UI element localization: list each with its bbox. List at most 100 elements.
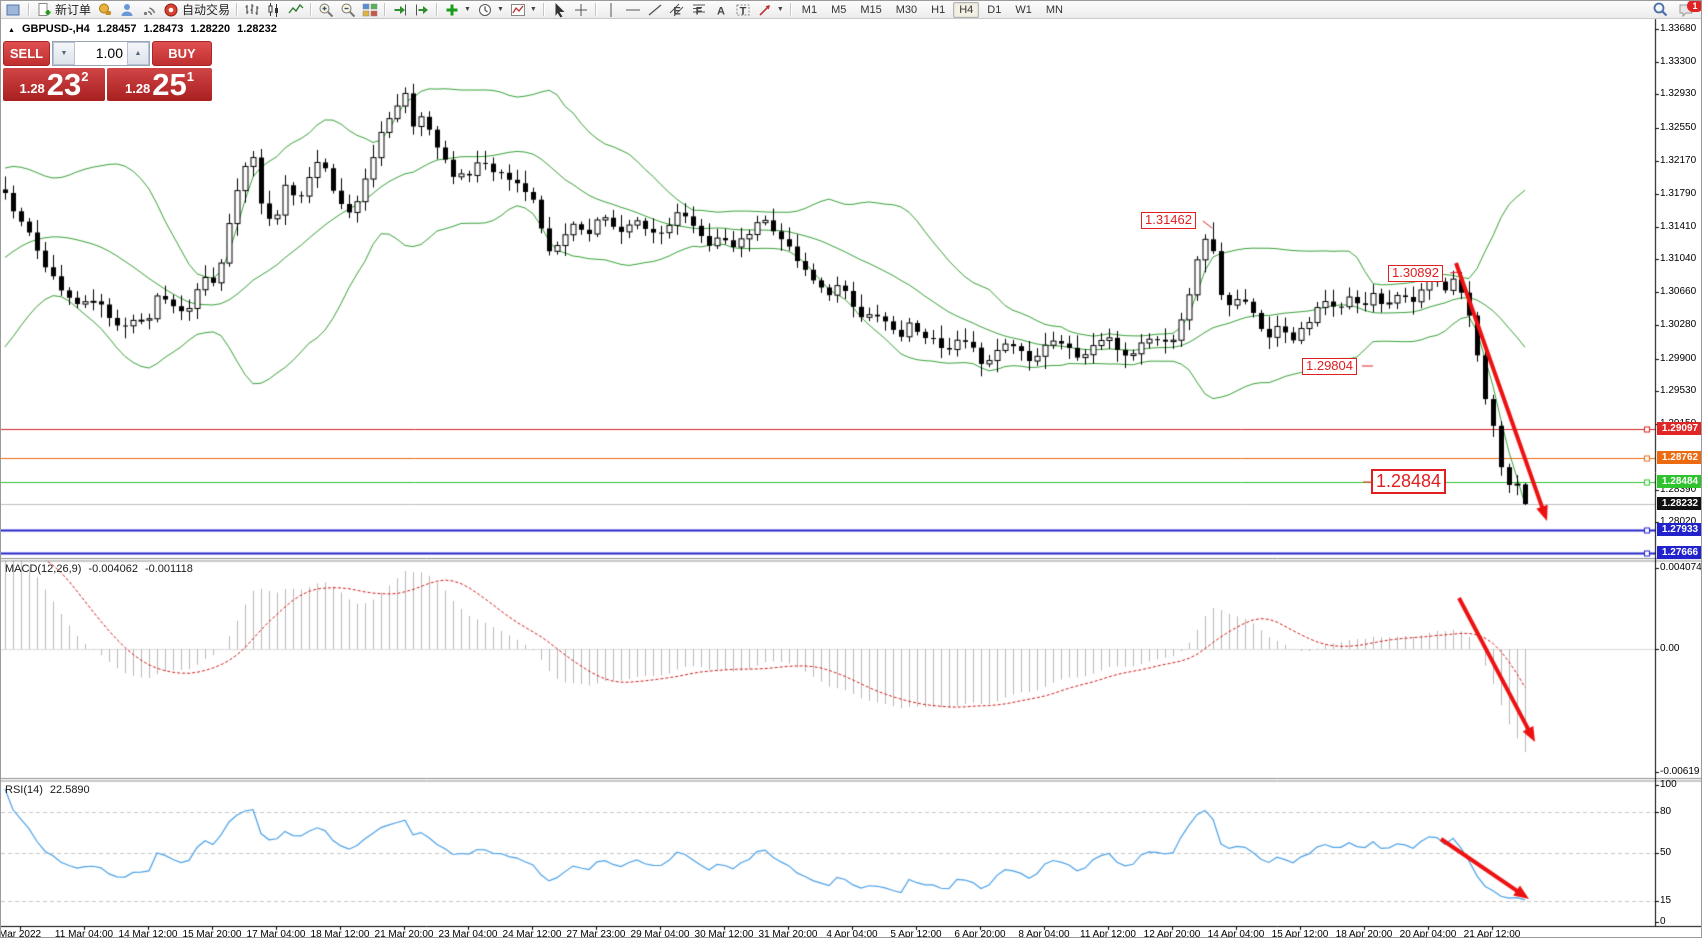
buy-price-big: 25 — [152, 67, 187, 102]
toolbar-cursor-button[interactable] — [548, 2, 570, 18]
toolbar-zoom-out-button[interactable] — [337, 2, 359, 18]
toolbar-separator — [594, 3, 597, 16]
chart-shift-icon — [414, 2, 430, 18]
tile-windows-icon — [362, 2, 378, 18]
vertical-line-icon — [603, 2, 619, 18]
indicators-icon — [444, 2, 460, 18]
toolbar-indicators-button[interactable]: ▼ — [441, 2, 474, 18]
rsi-header: RSI(14) 22.5890 — [5, 784, 90, 796]
timeframe-w1-button[interactable]: W1 — [1015, 3, 1032, 16]
cursor-icon — [551, 2, 567, 18]
toolbar-zoom-in-button[interactable] — [315, 2, 337, 18]
chevron-down-icon[interactable]: ▼ — [496, 6, 504, 13]
timeframe-m5-button[interactable]: M5 — [831, 3, 847, 16]
crosshair-icon — [573, 2, 589, 18]
chevron-down-icon[interactable]: ▼ — [776, 6, 784, 13]
sell-button[interactable]: SELL — [3, 41, 50, 66]
rsi-name: RSI(14) — [5, 784, 43, 796]
buy-button[interactable]: BUY — [152, 41, 212, 66]
toolbar-autotrade-label: 自动交易 — [182, 3, 231, 17]
styler-icon — [97, 2, 113, 18]
timeframe-h4-button[interactable]: H4 — [953, 1, 980, 18]
ohlc-open: 1.28457 — [96, 23, 137, 35]
toolbar-autotrade-button[interactable]: 自动交易 — [160, 2, 233, 18]
text-icon: A — [713, 2, 729, 18]
timeframe-m15-button[interactable]: M15 — [860, 3, 882, 16]
timeframe-m30-button[interactable]: M30 — [895, 3, 918, 16]
toolbar-auto-scroll-button[interactable] — [389, 2, 411, 18]
toolbar-separator — [789, 3, 792, 16]
price-annotation[interactable]: 1.31462 — [1141, 212, 1196, 229]
autotrade-icon — [163, 2, 179, 18]
svg-text:E: E — [673, 5, 680, 17]
toolbar-horizontal-line-button[interactable] — [622, 2, 644, 18]
notification-badge: 1 — [1687, 1, 1701, 12]
chevron-down-icon[interactable]: ▼ — [529, 6, 537, 13]
price-annotation[interactable]: 1.29804 — [1302, 358, 1357, 375]
toolbar-vertical-line-button[interactable] — [600, 2, 622, 18]
signals-icon — [141, 2, 157, 18]
ohlc-close: 1.28232 — [237, 23, 277, 35]
timeframe-m1-button[interactable]: M1 — [801, 3, 818, 16]
lot-size-stepper: ▼ 1.00 ▲ — [52, 41, 150, 66]
toolbar-right-group: 1 — [1649, 1, 1701, 18]
macd-header: MACD(12,26,9) -0.004062 -0.001118 — [5, 563, 193, 575]
bar-chart-icon — [244, 2, 260, 18]
toolbar-fibonacci-button[interactable]: F — [688, 2, 710, 18]
toolbar-separator — [236, 3, 239, 16]
toolbar-styler-button[interactable] — [94, 2, 116, 18]
horizontal-line-icon — [625, 2, 641, 18]
toolbar-templates-button[interactable]: ▼ — [507, 2, 540, 18]
toolbar-equidistant-channel-button[interactable]: E — [666, 2, 688, 18]
sell-price-small: 1.28 — [19, 81, 45, 96]
toolbar-bar-chart-button[interactable] — [241, 2, 263, 18]
timeframe-mn-button[interactable]: MN — [1045, 3, 1063, 16]
sell-price-panel[interactable]: 1.28 23 2 — [3, 68, 105, 101]
sell-price-pip: 2 — [81, 69, 89, 84]
chart-title: ▲ GBPUSD-,H4 1.28457 1.28473 1.28220 1.2… — [8, 23, 277, 35]
zoom-in-icon — [318, 2, 334, 18]
new-order-icon — [36, 2, 52, 18]
toolbar-line-chart-button[interactable] — [285, 2, 307, 18]
toolbar-crosshair-button[interactable] — [570, 2, 592, 18]
window-collapse-icon[interactable]: ▲ — [8, 27, 15, 34]
buy-price-small: 1.28 — [124, 81, 151, 96]
svg-text:T: T — [739, 5, 746, 17]
lot-size-value[interactable]: 1.00 — [75, 42, 127, 65]
toolbar-community-button[interactable] — [116, 2, 138, 18]
auto-scroll-icon — [392, 2, 408, 18]
line-chart-icon — [288, 2, 304, 18]
toolbar-periods-button[interactable]: ▼ — [474, 2, 507, 18]
toolbar-new-order-button[interactable]: 新订单 — [33, 2, 94, 18]
lot-increase-button[interactable]: ▲ — [127, 42, 149, 65]
toolbar-chart-shift-button[interactable] — [411, 2, 433, 18]
search-button[interactable] — [1649, 2, 1671, 18]
notifications-button[interactable]: 1 — [1675, 1, 1701, 18]
toolbar: 新订单 自动交易 ▼ ▼ ▼ E F A T ▼ M1 M5 M15 M30 H1 H4 D1 W1 MN 1 — [1, 1, 1701, 19]
search-icon — [1652, 2, 1668, 18]
price-annotation[interactable]: 1.28484 — [1371, 469, 1447, 494]
window-partial-icon — [6, 2, 22, 18]
lot-decrease-button[interactable]: ▼ — [53, 42, 75, 65]
toolbar-text-button[interactable]: A — [710, 2, 732, 18]
buy-price-pip: 1 — [186, 69, 195, 84]
toolbar-tile-windows-button[interactable] — [359, 2, 381, 18]
toolbar-trendline-button[interactable] — [644, 2, 666, 18]
toolbar-candle-chart-button[interactable] — [263, 2, 285, 18]
chevron-down-icon[interactable]: ▼ — [464, 6, 471, 13]
toolbar-separator — [28, 3, 30, 16]
toolbar-signals-button[interactable] — [138, 2, 160, 18]
timeframe-h1-button[interactable]: H1 — [931, 3, 946, 16]
ohlc-high: 1.28473 — [143, 23, 184, 35]
symbol-period: GBPUSD-,H4 — [21, 23, 90, 35]
price-annotation[interactable]: 1.30892 — [1388, 265, 1443, 282]
toolbar-separator — [384, 3, 387, 16]
templates-icon — [510, 2, 526, 18]
buy-price-panel[interactable]: 1.28 25 1 — [107, 68, 212, 101]
toolbar-arrows-button[interactable]: ▼ — [754, 2, 787, 18]
toolbar-window-partial-button[interactable] — [3, 2, 25, 18]
toolbar-text-label-button[interactable]: T — [732, 2, 754, 18]
timeframe-d1-button[interactable]: D1 — [987, 3, 1002, 16]
